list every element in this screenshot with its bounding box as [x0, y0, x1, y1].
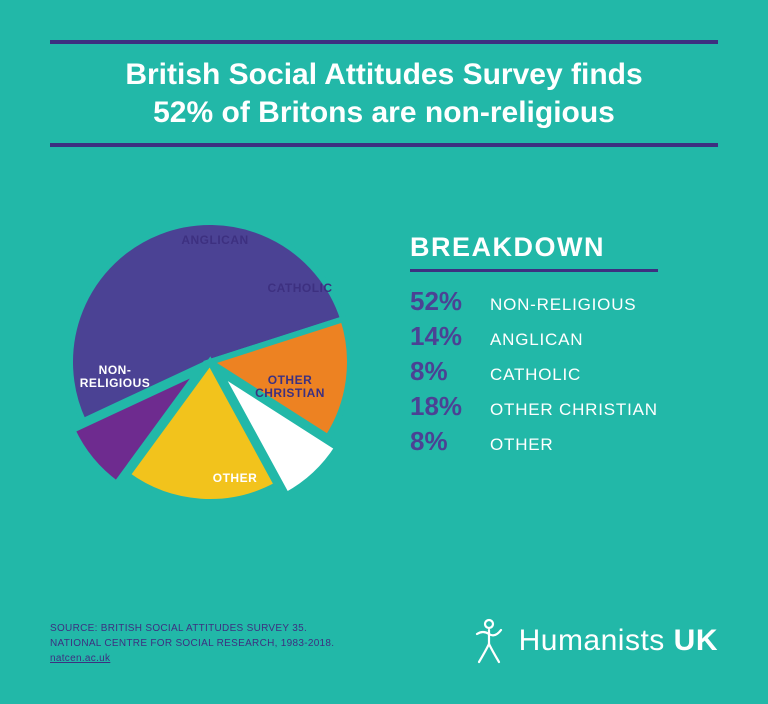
breakdown-label: CATHOLIC [490, 365, 581, 385]
breakdown-row: 52%NON-RELIGIOUS [410, 286, 658, 317]
slice-label: OTHER [190, 472, 280, 485]
title-line-1: British Social Attitudes Survey finds [125, 58, 642, 91]
breakdown-label: ANGLICAN [490, 330, 583, 350]
source-credit: SOURCE: BRITISH SOCIAL ATTITUDES SURVEY … [50, 621, 334, 666]
breakdown-rule [410, 269, 658, 272]
title-line-2: 52% of Britons are non-religious [153, 96, 615, 129]
breakdown-pct: 18% [410, 391, 490, 422]
source-line-2: NATIONAL CENTRE FOR SOCIAL RESEARCH, 198… [50, 638, 334, 649]
breakdown-row: 8%OTHER [410, 426, 658, 457]
page-title: British Social Attitudes Survey finds 52… [50, 44, 718, 143]
pie-chart: NON-RELIGIOUS ANGLICAN CATHOLIC OTHERCHRIST… [50, 202, 380, 512]
slice-label: NON-RELIGIOUS [70, 364, 160, 390]
breakdown-rows: 52%NON-RELIGIOUS14%ANGLICAN8%CATHOLIC18%… [410, 286, 658, 457]
breakdown-heading: BREAKDOWN [410, 232, 658, 269]
humanists-uk-logo: Humanists UK [469, 616, 718, 666]
logo-text: Humanists UK [519, 624, 718, 658]
slice-label: OTHERCHRISTIAN [245, 374, 335, 400]
breakdown-row: 14%ANGLICAN [410, 321, 658, 352]
content-row: NON-RELIGIOUS ANGLICAN CATHOLIC OTHERCHRIST… [50, 202, 718, 512]
breakdown-label: OTHER [490, 435, 554, 455]
breakdown-pct: 52% [410, 286, 490, 317]
logo-word-1: Humanists [519, 624, 665, 657]
rule-bottom [50, 143, 718, 147]
breakdown-label: OTHER CHRISTIAN [490, 400, 658, 420]
logo-icon [469, 616, 509, 666]
breakdown-pct: 8% [410, 356, 490, 387]
footer: SOURCE: BRITISH SOCIAL ATTITUDES SURVEY … [50, 616, 718, 666]
logo-word-2: UK [674, 624, 718, 657]
title-block: British Social Attitudes Survey finds 52… [50, 40, 718, 147]
breakdown-row: 8%CATHOLIC [410, 356, 658, 387]
source-link[interactable]: natcen.ac.uk [50, 653, 110, 664]
breakdown-label: NON-RELIGIOUS [490, 295, 636, 315]
breakdown-row: 18%OTHER CHRISTIAN [410, 391, 658, 422]
breakdown-panel: BREAKDOWN 52%NON-RELIGIOUS14%ANGLICAN8%C… [410, 202, 658, 512]
slice-label: ANGLICAN [170, 234, 260, 247]
infographic-page: British Social Attitudes Survey finds 52… [0, 0, 768, 704]
slice-label: CATHOLIC [255, 282, 345, 295]
source-line-1: SOURCE: BRITISH SOCIAL ATTITUDES SURVEY … [50, 623, 307, 634]
breakdown-pct: 8% [410, 426, 490, 457]
breakdown-pct: 14% [410, 321, 490, 352]
